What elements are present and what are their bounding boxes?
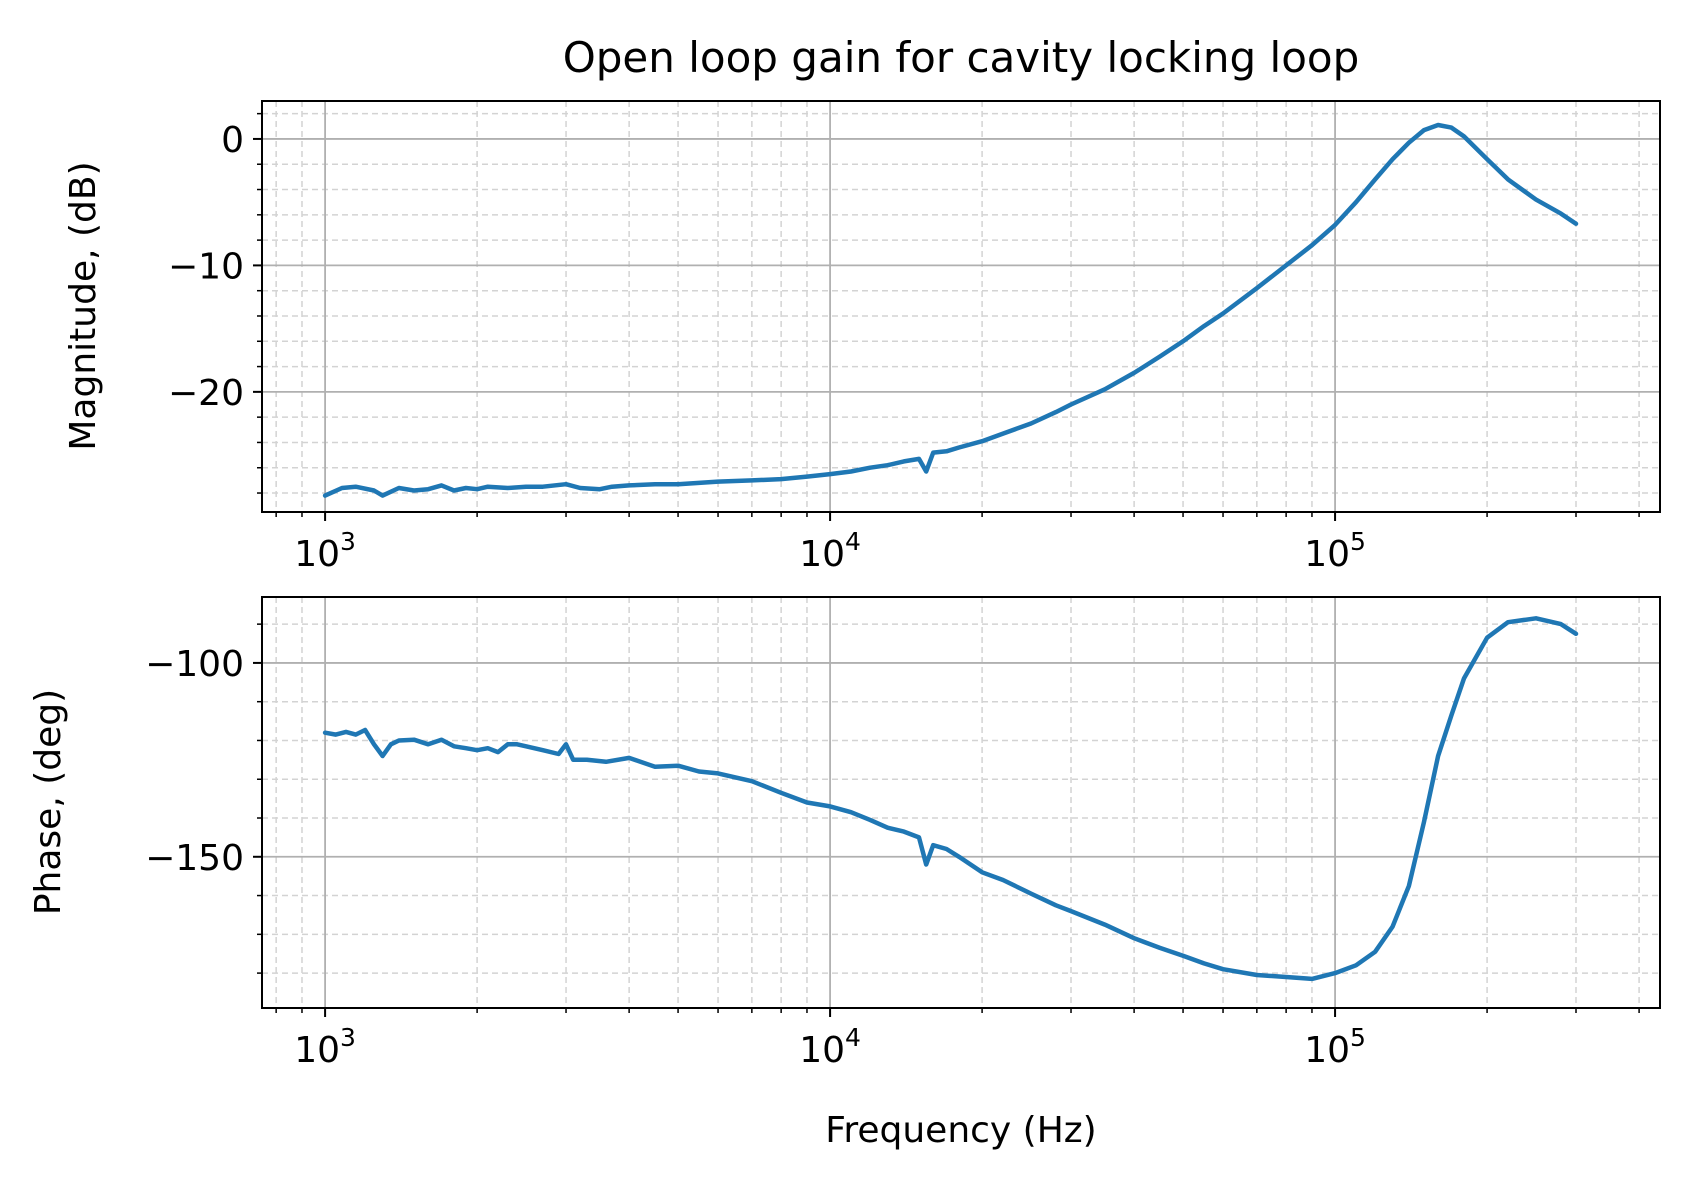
phase-axes-frame: [261, 596, 1661, 1009]
magnitude-grid: [262, 101, 1660, 512]
y-tick-label: −10: [168, 246, 244, 287]
magnitude-line: [322, 122, 1579, 498]
phase-panel: 103 104 105 −100 −150 Phase, (deg) Frequency…: [28, 596, 1661, 1151]
y-tick-label: −150: [145, 838, 244, 879]
magnitude-y-axis-label: Magnitude, (dB): [63, 161, 104, 450]
x-axis-label: Frequency (Hz): [825, 1110, 1096, 1151]
x-tick-label: 105: [1304, 527, 1366, 575]
magnitude-ticks: 103 104 105 0 −10 −20: [168, 112, 1640, 575]
phase-ticks: 103 104 105 −100 −150: [145, 623, 1640, 1071]
x-tick-label: 104: [799, 527, 861, 575]
phase-grid: [262, 597, 1660, 1008]
x-tick-label: 105: [1304, 1023, 1366, 1071]
phase-series-line: [322, 616, 1579, 982]
x-tick-label: 103: [294, 527, 356, 575]
chart-title: Open loop gain for cavity locking loop: [563, 33, 1360, 82]
x-tick-label: 103: [294, 1023, 356, 1071]
y-tick-label: −20: [168, 373, 244, 414]
phase-y-axis-label: Phase, (deg): [28, 689, 69, 915]
y-tick-label: −100: [145, 644, 244, 685]
y-tick-label: 0: [221, 120, 244, 161]
magnitude-panel: Open loop gain for cavity locking loop 1…: [63, 33, 1661, 575]
phase-line: [322, 616, 1579, 982]
magnitude-axes-frame: [261, 100, 1661, 513]
magnitude-series-line: [322, 122, 1579, 498]
x-tick-label: 104: [799, 1023, 861, 1071]
